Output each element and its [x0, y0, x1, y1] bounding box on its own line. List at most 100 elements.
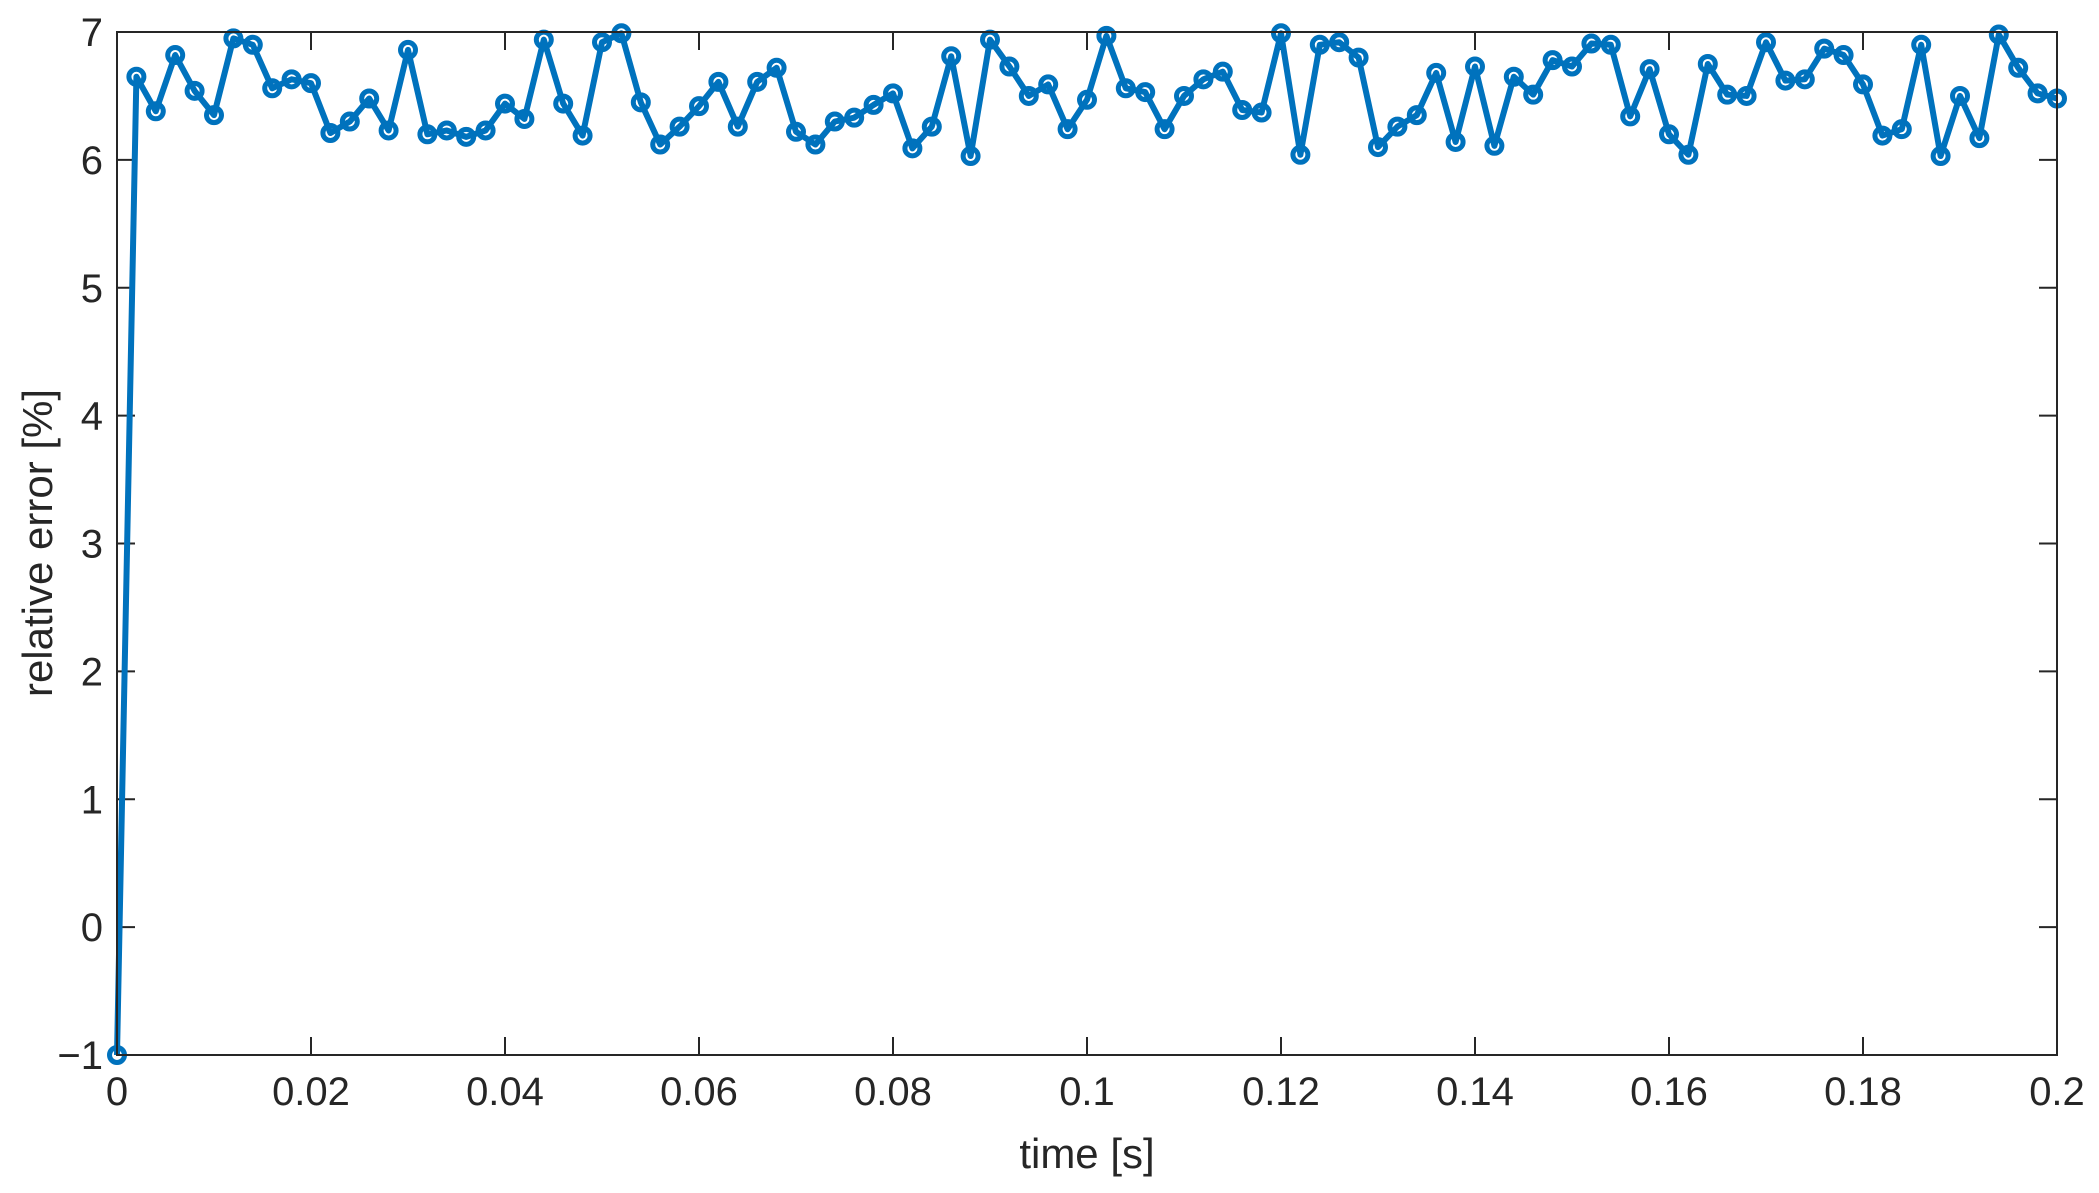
data-point: [766, 57, 787, 78]
data-point: [1794, 69, 1815, 90]
data-point: [1077, 89, 1097, 110]
data-point: [572, 125, 593, 146]
x-tick-label: 0.16: [1630, 1070, 1708, 1114]
data-point: [727, 116, 748, 137]
data-point: [1639, 59, 1660, 80]
data-point: [921, 116, 942, 137]
data-point: [1697, 53, 1718, 74]
data-point: [126, 66, 147, 87]
data-point: [281, 69, 302, 90]
data-point: [941, 46, 962, 67]
data-point: [1620, 106, 1641, 127]
data-point: [1775, 70, 1796, 91]
x-tick-label: 0.08: [854, 1070, 932, 1114]
x-tick-label: 0.1: [1059, 1070, 1115, 1114]
y-tick-label: 2: [81, 650, 103, 694]
data-point: [1406, 105, 1427, 126]
x-tick-label: 0: [106, 1070, 128, 1114]
data-point: [1212, 61, 1233, 82]
data-point: [1542, 50, 1563, 71]
data-point: [2027, 83, 2048, 104]
data-point: [2008, 57, 2029, 78]
data-point: [1969, 128, 1990, 149]
data-point: [1523, 84, 1544, 105]
data-point: [1348, 47, 1369, 68]
data-point: [1271, 23, 1291, 44]
data-point: [1717, 84, 1738, 105]
data-point: [1600, 34, 1621, 55]
y-tick-label: 3: [81, 523, 103, 567]
data-point: [805, 134, 826, 155]
x-tick-labels: 0 0.02 0.04 0.06 0.08 0.1 0.12 0.14 0.16 0.18 0.2: [106, 1070, 2085, 1114]
data-point: [1445, 131, 1466, 152]
data-point: [1232, 100, 1253, 121]
data-point: [1891, 119, 1912, 140]
axes-box: [116, 31, 2058, 1056]
y-tick-label: 0: [81, 906, 103, 950]
y-tick-labels: −1 0 1 2 3 4 5 6 7: [57, 11, 103, 1078]
data-point: [223, 28, 244, 49]
data-point: [960, 146, 981, 167]
data-point: [1930, 146, 1951, 167]
data-point: [242, 34, 263, 55]
data-point: [1562, 56, 1582, 77]
data-point: [689, 96, 709, 117]
data-point: [1329, 32, 1350, 53]
data-point: [1756, 32, 1776, 53]
data-point: [1736, 85, 1757, 106]
y-tick-label: −1: [57, 1034, 103, 1078]
series-markers: [107, 23, 2067, 1065]
data-point: [1872, 125, 1893, 146]
data-point: [320, 123, 341, 144]
data-point: [495, 93, 515, 114]
data-point: [1581, 33, 1602, 54]
data-point: [786, 121, 806, 142]
y-tick-label: 1: [81, 778, 103, 822]
data-point: [262, 78, 283, 99]
data-point: [1853, 74, 1873, 95]
x-tick-label: 0.18: [1824, 1070, 1902, 1114]
data-point: [1678, 144, 1699, 165]
data-point: [747, 71, 768, 92]
y-tick-label: 5: [81, 267, 103, 311]
data-point: [708, 71, 729, 92]
data-point: [1387, 116, 1408, 137]
data-point: [514, 108, 535, 129]
data-point: [378, 120, 399, 141]
y-tick-label: 6: [81, 139, 103, 183]
data-point: [863, 94, 884, 115]
plot-area: [117, 32, 2057, 1055]
data-point: [1484, 135, 1505, 156]
data-point: [1115, 78, 1136, 99]
data-point: [1290, 144, 1311, 165]
data-point: [417, 124, 438, 145]
data-point: [1174, 85, 1194, 106]
data-point: [145, 101, 166, 122]
x-tick-label: 0.14: [1436, 1070, 1514, 1114]
data-point: [650, 134, 671, 155]
y-tick-label: 7: [81, 11, 103, 55]
data-point: [1135, 82, 1156, 103]
data-point: [301, 73, 321, 94]
data-point: [165, 45, 186, 66]
data-point: [1251, 102, 1272, 123]
data-point: [436, 120, 457, 141]
data-point: [398, 39, 418, 60]
data-point: [1018, 85, 1039, 106]
data-point: [456, 126, 477, 147]
data-point: [611, 23, 632, 44]
data-point: [669, 116, 690, 137]
data-point: [1154, 119, 1175, 140]
data-point: [630, 92, 651, 113]
data-point: [902, 138, 923, 159]
data-point: [1368, 137, 1388, 158]
data-point: [1038, 74, 1059, 95]
data-point: [1950, 85, 1970, 106]
x-tick-label: 0.02: [272, 1070, 350, 1114]
data-point: [339, 111, 360, 132]
data-point: [1193, 69, 1214, 90]
data-point: [1814, 38, 1835, 59]
x-tick-label: 0.06: [660, 1070, 738, 1114]
data-point: [844, 107, 865, 128]
